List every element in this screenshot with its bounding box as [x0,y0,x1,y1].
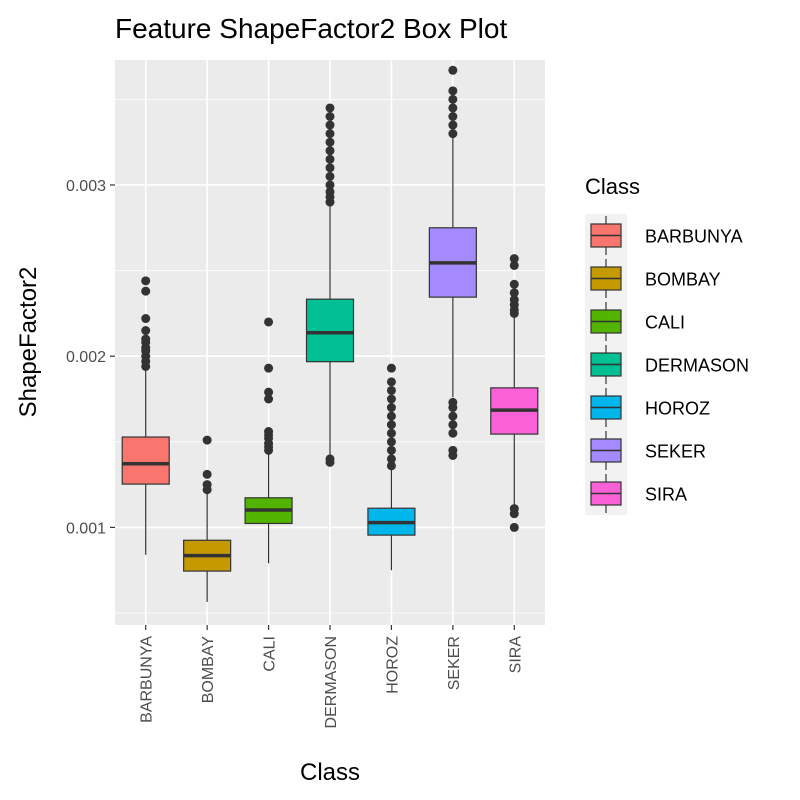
outlier-point [448,112,458,121]
outlier-point [509,279,519,289]
box-group-seker [428,65,477,460]
outlier-point [264,394,274,404]
outlier-point [264,387,274,397]
chart-title: Feature ShapeFactor2 Box Plot [115,13,507,44]
outlier-point [448,397,458,407]
outlier-point [509,522,519,532]
outlier-point [325,112,335,121]
box-group-barbunya [121,276,170,555]
legend-label: BARBUNYA [645,227,743,247]
outlier-point [448,65,458,75]
outlier-point [509,260,519,270]
outlier-point [448,120,458,130]
outlier-point [386,420,396,430]
outlier-point [325,163,335,173]
outlier-point [325,154,335,164]
outlier-point [448,103,458,113]
outlier-point [202,435,212,445]
outlier-point [386,454,396,464]
outlier-point [264,317,274,327]
outlier-point [325,120,335,130]
y-axis-title: ShapeFactor2 [15,267,42,418]
y-tick-label: 0.001 [66,520,106,537]
outlier-point [325,180,335,190]
x-tick-label: SEKER [446,636,463,690]
outlier-point [386,428,396,438]
legend-item-seker: SEKER [590,431,706,470]
outlier-point [509,504,519,514]
outlier-point [202,469,212,479]
legend: BARBUNYA BOMBAY CALI DERMASON HOROZ SEKER SIRA [585,214,749,515]
outlier-point [325,187,335,197]
outlier-point [202,480,212,490]
box-group-horoz [367,363,416,571]
outlier-point [386,461,396,471]
outlier-point [386,445,396,455]
y-tick-label: 0.003 [66,178,106,195]
outlier-point [325,171,335,181]
legend-label: CALI [645,313,685,333]
outlier-point [509,254,519,264]
outlier-point [386,437,396,447]
legend-title: Class [585,174,640,199]
outlier-point [325,129,335,139]
legend-label: BOMBAY [645,270,721,290]
outlier-point [386,377,396,387]
legend-item-dermason: DERMASON [590,345,749,384]
outlier-point [448,129,458,139]
legend-label: SEKER [645,442,706,462]
outlier-point [141,314,151,324]
outlier-point [386,385,396,395]
outlier-point [325,454,335,464]
outlier-point [448,428,458,438]
outlier-point [264,363,274,373]
legend-item-sira: SIRA [590,474,687,513]
outlier-point [509,295,519,305]
outlier-point [264,427,274,437]
box-group-bombay [183,435,232,602]
outlier-point [448,420,458,430]
y-tick-label: 0.002 [66,349,106,366]
legend-item-bombay: BOMBAY [590,259,721,298]
legend-label: HOROZ [645,399,710,419]
outlier-point [448,411,458,421]
box-group-dermason [305,103,355,467]
x-tick-label: BOMBAY [200,636,217,704]
x-axis: BARBUNYA BOMBAY CALI DERMASON HOROZ SEKER SIRA [139,625,524,728]
box-group-cali [244,317,293,564]
outlier-point [386,394,396,404]
outlier-point [386,403,396,413]
outlier-point [141,334,151,344]
x-tick-label: HOROZ [384,636,401,694]
x-tick-label: DERMASON [323,636,340,728]
box-group-sira [490,254,539,532]
outlier-point [141,276,151,286]
legend-item-barbunya: BARBUNYA [590,216,743,255]
outlier-point [325,146,335,156]
outlier-point [509,288,519,298]
x-axis-title: Class [300,759,360,786]
outlier-point [448,86,458,96]
outlier-point [325,137,335,147]
outlier-point [386,411,396,421]
legend-item-cali: CALI [590,302,685,341]
legend-item-horoz: HOROZ [590,388,710,427]
outlier-point [325,103,335,113]
legend-label: SIRA [645,485,687,505]
box [121,436,170,485]
legend-label: DERMASON [645,356,749,376]
outlier-point [448,445,458,455]
outlier-point [141,286,151,296]
outlier-point [141,326,151,336]
x-tick-label: CALI [262,636,279,672]
outlier-point [448,94,458,104]
box [305,298,355,363]
outlier-point [386,363,396,373]
box-layer [121,65,539,602]
x-tick-label: BARBUNYA [139,636,156,723]
y-axis: 0.001 0.002 0.003 [66,178,115,537]
x-tick-label: SIRA [507,636,524,674]
